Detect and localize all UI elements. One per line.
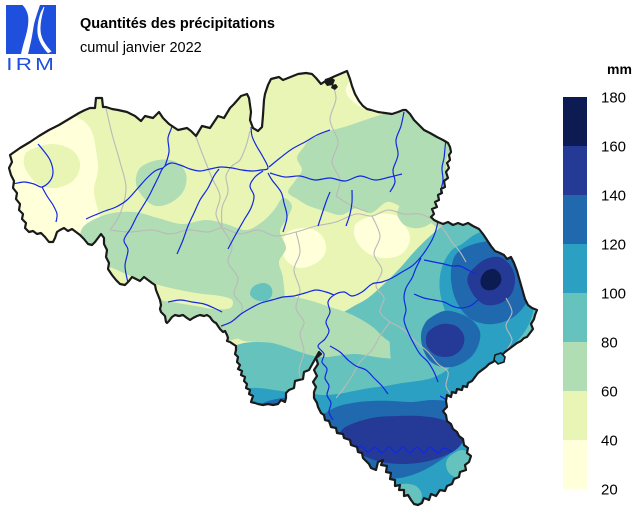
svg-text:cumul janvier 2022: cumul janvier 2022 [80,40,202,56]
svg-text:60: 60 [601,384,618,401]
svg-text:40: 40 [601,433,618,450]
svg-text:Quantités des précipitations: Quantités des précipitations [80,16,275,32]
svg-text:IRM: IRM [6,55,57,74]
svg-text:mm: mm [607,61,632,77]
svg-text:140: 140 [601,188,626,205]
svg-text:120: 120 [601,237,626,254]
svg-text:160: 160 [601,139,626,156]
svg-text:20: 20 [601,482,618,499]
svg-text:80: 80 [601,335,618,352]
svg-text:100: 100 [601,286,626,303]
svg-text:180: 180 [601,90,626,107]
